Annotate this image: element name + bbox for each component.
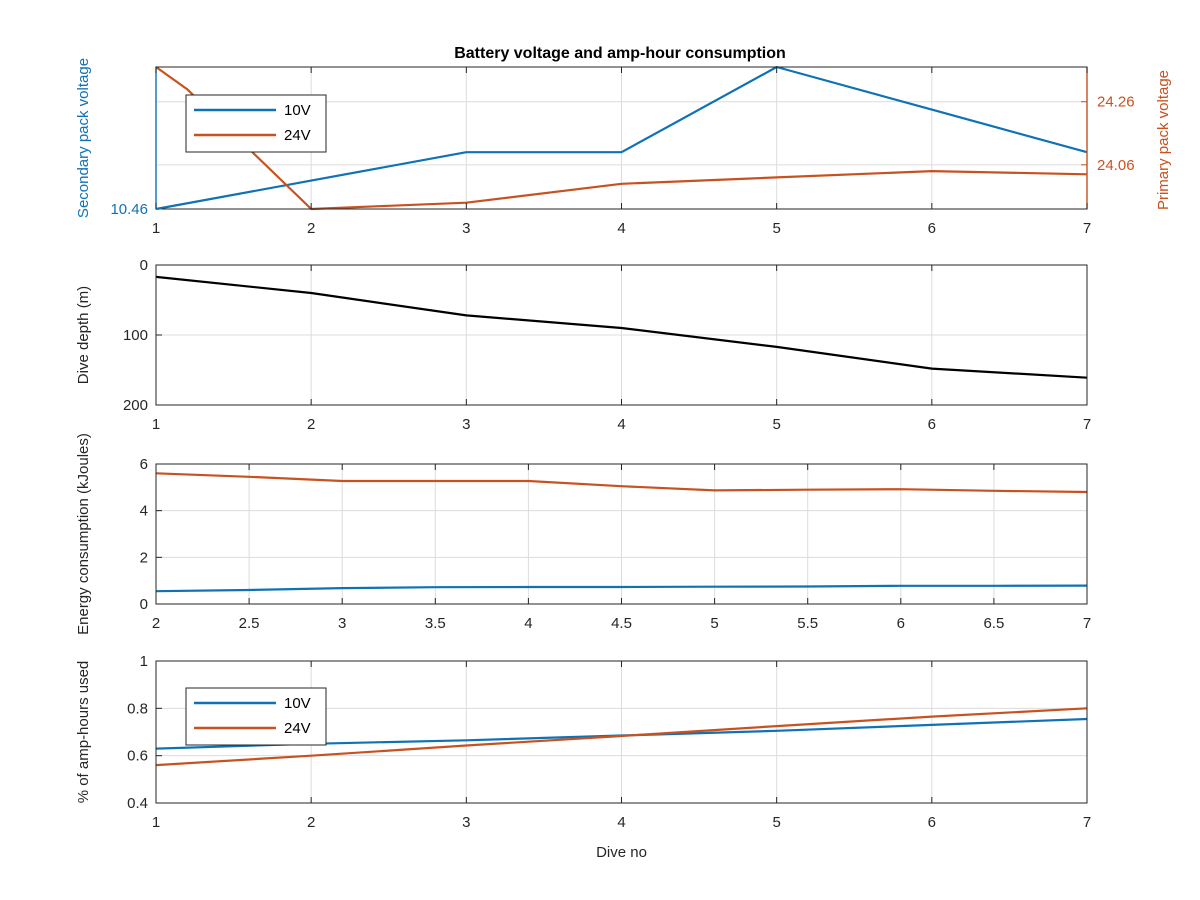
x-tick-label: 7 (1083, 416, 1091, 433)
x-tick-label: 4 (617, 814, 625, 831)
x-tick-label: 6 (928, 814, 936, 831)
series-line-orange (155, 472, 1088, 494)
legend-label: 24V (284, 127, 311, 144)
series-line-blue (155, 584, 1088, 593)
x-tick-label: 4 (524, 615, 532, 632)
x-tick-label: 4 (617, 416, 625, 433)
x-tick-label: 7 (1083, 220, 1091, 237)
y-tick-label: 100 (123, 327, 148, 344)
y-tick-label: 0.6 (127, 748, 148, 765)
x-tick-label: 5.5 (797, 615, 818, 632)
y-tick-label: 0.8 (127, 700, 148, 717)
y-tick-label: 0.4 (127, 795, 148, 812)
y2-tick-label: 24.06 (1097, 157, 1135, 174)
y-axis-label: Dive depth (m) (75, 286, 92, 384)
y-tick-label: 200 (123, 397, 148, 414)
y-axis-label: % of amp-hours used (75, 661, 92, 804)
y2-tick-label: 24.26 (1097, 94, 1135, 111)
x-tick-label: 5 (710, 615, 718, 632)
y-tick-label: 10.46 (110, 201, 148, 218)
chart-voltage: 1 2 3 4 5 6 7 10.46 24.06 24.26 Secondary pack vol… (75, 58, 1172, 237)
legend-box (185, 94, 327, 153)
x-tick-label: 2 (307, 416, 315, 433)
x-tick-label: 3 (462, 416, 470, 433)
x-tick-label: 5 (772, 814, 780, 831)
x-tick-label: 6 (928, 220, 936, 237)
x-tick-label: 1 (152, 220, 160, 237)
x-tick-label: 3 (338, 615, 346, 632)
legend-box (185, 687, 327, 746)
x-tick-label: 7 (1083, 615, 1091, 632)
x-tick-label: 7 (1083, 814, 1091, 831)
x-axis-label: Dive no (596, 844, 647, 861)
x-tick-label: 4.5 (611, 615, 632, 632)
y-tick-label: 6 (140, 456, 148, 473)
y-tick-label: 0 (140, 257, 148, 274)
legend-label: 24V (284, 720, 311, 737)
y-tick-label: 2 (140, 549, 148, 566)
x-tick-label: 3 (462, 220, 470, 237)
series-line-24v (155, 707, 1088, 767)
x-tick-label: 6 (928, 416, 936, 433)
y-tick-label: 1 (140, 653, 148, 670)
x-tick-label: 6 (897, 615, 905, 632)
y-tick-label: 4 (140, 503, 148, 520)
x-tick-label: 3 (462, 814, 470, 831)
x-tick-label: 4 (617, 220, 625, 237)
x-tick-label: 5 (772, 220, 780, 237)
x-tick-label: 3.5 (425, 615, 446, 632)
x-tick-label: 6.5 (983, 615, 1004, 632)
x-tick-label: 2 (307, 814, 315, 831)
figure-title: Battery voltage and amp-hour consumption (454, 45, 786, 62)
x-tick-label: 5 (772, 416, 780, 433)
chart-amphours: 1 2 3 4 5 6 7 0.4 0.6 0.8 1 % of amp-hours used Dive… (75, 653, 1091, 861)
series-line-10v (155, 65, 1088, 211)
y2-axis-label: Primary pack voltage (1155, 70, 1172, 210)
x-tick-label: 1 (152, 814, 160, 831)
chart-depth: 1 2 3 4 5 6 7 0 100 200 Dive depth (m) (75, 257, 1091, 433)
y-axis-label: Energy consumption (kJoules) (75, 433, 92, 635)
y-tick-label: 0 (140, 596, 148, 613)
legend-label: 10V (284, 695, 311, 712)
series-line-black (155, 275, 1088, 379)
x-tick-label: 2.5 (239, 615, 260, 632)
legend-label: 10V (284, 102, 311, 119)
y-axis-label: Secondary pack voltage (75, 58, 92, 218)
x-tick-label: 2 (152, 615, 160, 632)
x-tick-label: 1 (152, 416, 160, 433)
x-tick-label: 2 (307, 220, 315, 237)
